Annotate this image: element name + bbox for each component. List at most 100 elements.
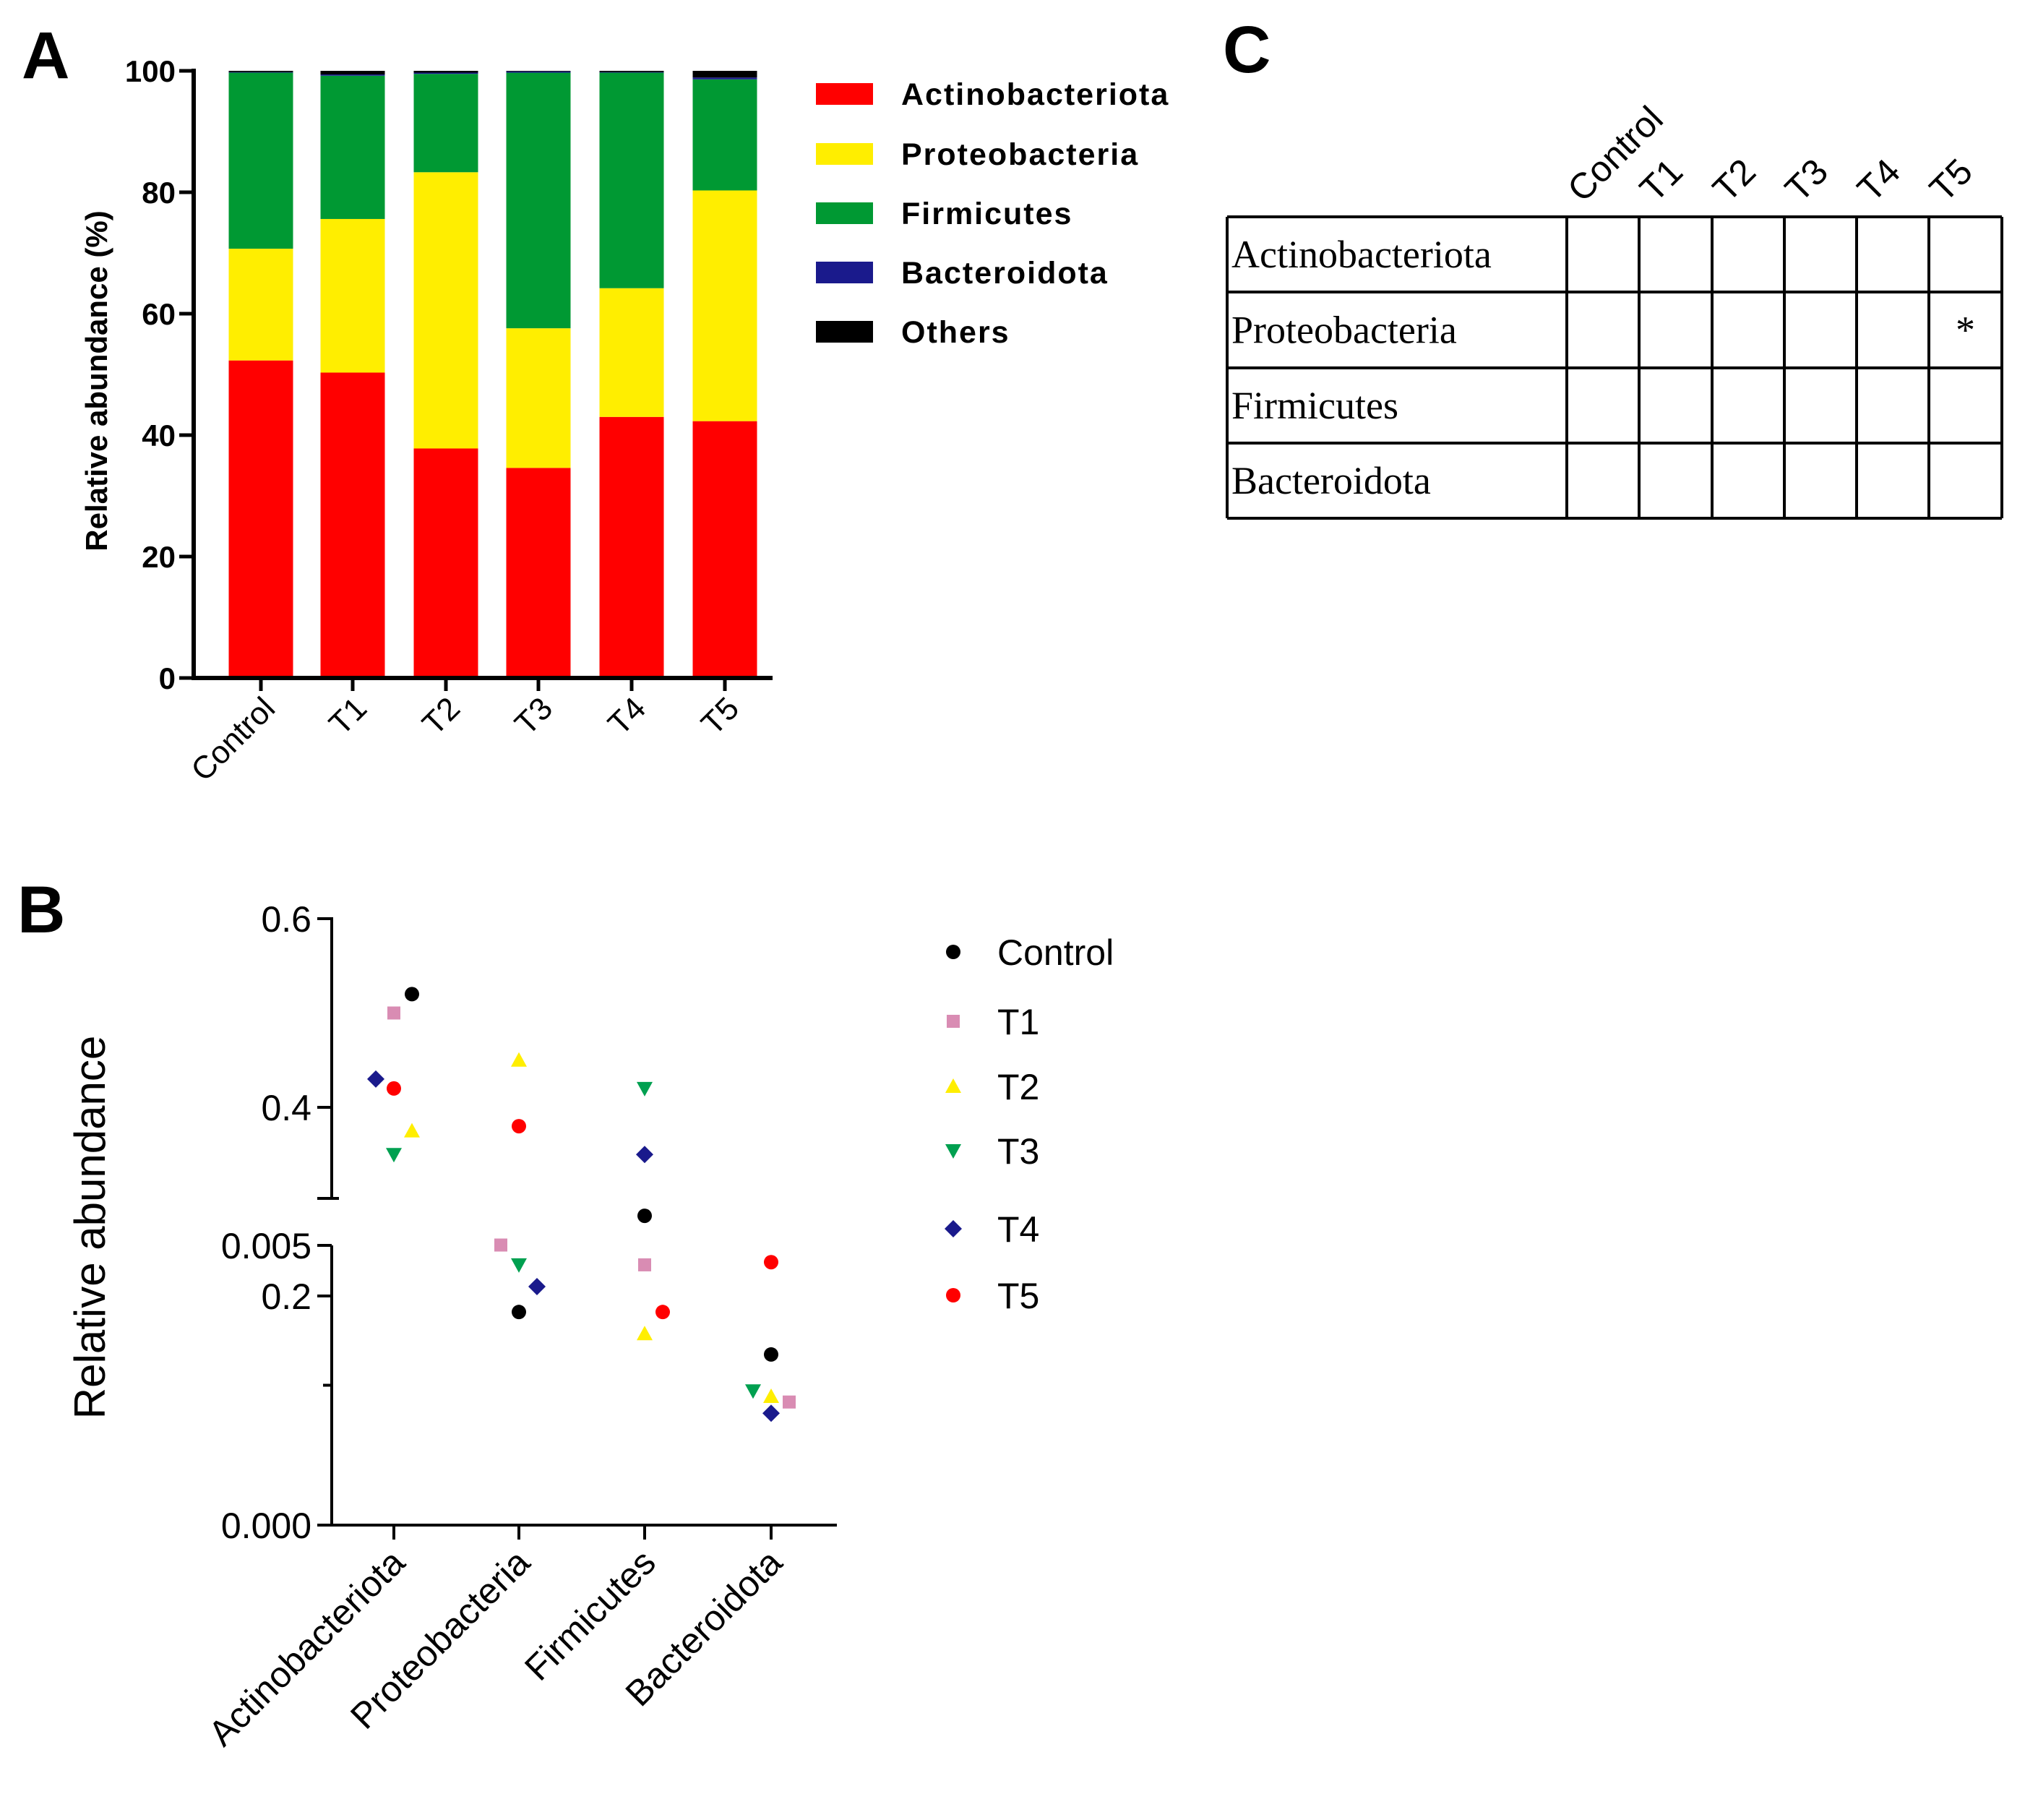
stacked-bar-chart: Control T1 T2 T3 T4 T5 0 20 40 60 80 100 Relative ab… <box>79 54 1169 788</box>
bar-segment-others <box>320 71 385 75</box>
legend-label: T1 <box>997 1002 1039 1042</box>
data-point-t5 <box>764 1255 778 1270</box>
data-point-t5 <box>387 1081 401 1096</box>
bar-segment-others <box>506 71 571 72</box>
data-point-control <box>512 1305 526 1320</box>
y-tick-label: 0.4 <box>261 1088 311 1128</box>
data-point-control <box>405 987 419 1002</box>
data-point-t4 <box>762 1404 780 1422</box>
bar-segment-firmicutes <box>506 72 571 329</box>
data-point-t1 <box>494 1238 507 1252</box>
y-tick-label: 100 <box>125 54 176 88</box>
data-point-t3 <box>637 1081 653 1096</box>
data-point-t2 <box>404 1123 420 1138</box>
bar-segment-bacteroidota <box>228 72 293 73</box>
legend-swatch-proteobacteria <box>816 143 873 165</box>
x-tick-label: T2 <box>416 690 467 742</box>
table-column-header: T3 <box>1777 151 1836 210</box>
x-tick-label: T1 <box>322 690 374 742</box>
data-point-t1 <box>638 1258 651 1271</box>
legend-label: T4 <box>997 1209 1039 1250</box>
bar-segment-bacteroidota <box>320 74 385 76</box>
bar-segment-actinobacteriota <box>692 421 757 678</box>
legend-marker-t2 <box>945 1078 961 1093</box>
bar-segment-firmicutes <box>599 72 664 288</box>
bar-segment-actinobacteriota <box>228 360 293 678</box>
y-tick-label: 0.6 <box>261 899 311 940</box>
panel-letter-a: A <box>22 19 69 93</box>
legend-swatch-bacteroidota <box>816 262 873 283</box>
x-tick-label: T5 <box>695 690 746 742</box>
bar-segment-bacteroidota <box>692 77 757 80</box>
bar-segment-actinobacteriota <box>506 468 571 678</box>
significance-mark: * <box>1956 309 1975 352</box>
data-point-t1 <box>783 1395 796 1409</box>
y-tick-label: 20 <box>142 540 176 574</box>
bar-segment-others <box>599 71 664 72</box>
x-tick-label: Control <box>184 690 282 788</box>
data-point-t3 <box>745 1384 761 1399</box>
bar-segment-firmicutes <box>413 74 478 173</box>
legend-marker-t1 <box>947 1015 960 1028</box>
data-point-t3 <box>511 1258 527 1273</box>
legend-label: T5 <box>997 1276 1039 1316</box>
data-point-t2 <box>511 1052 527 1067</box>
legend-label: Actinobacteriota <box>901 77 1169 112</box>
legend-label: Others <box>901 315 1010 350</box>
data-point-t1 <box>387 1006 400 1020</box>
panel-letter-b: B <box>17 873 65 947</box>
bar-segment-proteobacteria <box>506 328 571 468</box>
legend-swatch-others <box>816 321 873 343</box>
legend-label: Proteobacteria <box>901 137 1139 172</box>
legend-marker-t5 <box>946 1288 960 1302</box>
y-tick-label: 0.000 <box>221 1506 311 1546</box>
y-tick-label: 0.005 <box>221 1226 311 1266</box>
y-tick-label: 80 <box>142 176 176 210</box>
y-tick-label: 0 <box>159 661 176 695</box>
data-point-t4 <box>636 1146 653 1164</box>
legend-label: T3 <box>997 1131 1039 1172</box>
legend-marker-t4 <box>945 1220 962 1237</box>
bar-segment-firmicutes <box>692 79 757 191</box>
x-tick-label: T4 <box>601 690 653 742</box>
x-tick-label: T3 <box>508 690 559 742</box>
data-point-control <box>764 1347 778 1362</box>
data-point-t2 <box>637 1326 653 1341</box>
legend-swatch-actinobacteriota <box>816 83 873 105</box>
table-row-label: Firmicutes <box>1231 384 1398 427</box>
data-point-t5 <box>512 1119 526 1134</box>
bar-segment-others <box>692 71 757 78</box>
y-tick-label: 40 <box>142 418 176 452</box>
table-row-label: Proteobacteria <box>1231 309 1457 352</box>
bar-segment-actinobacteriota <box>599 416 664 678</box>
data-point-t4 <box>367 1070 384 1088</box>
legend-label: Bacteroidota <box>901 256 1109 291</box>
y-tick-label: 60 <box>142 297 176 331</box>
legend-marker-control <box>946 945 960 959</box>
data-point-t4 <box>528 1277 546 1295</box>
legend-label: T2 <box>997 1067 1039 1107</box>
bar-segment-actinobacteriota <box>413 448 478 678</box>
legend-marker-t3 <box>945 1144 961 1159</box>
bar-segment-firmicutes <box>320 75 385 219</box>
table-row-label: Actinobacteriota <box>1231 233 1492 276</box>
data-point-control <box>637 1209 652 1224</box>
bar-segment-proteobacteria <box>413 172 478 449</box>
panel-letter-c: C <box>1223 13 1271 87</box>
bar-segment-firmicutes <box>228 72 293 249</box>
table-column-header: T1 <box>1632 151 1690 210</box>
y-axis-label: Relative abundance <box>66 1036 114 1419</box>
table-column-header: T4 <box>1849 151 1908 210</box>
legend-label: Control <box>997 932 1114 973</box>
bar-segment-proteobacteria <box>228 249 293 361</box>
data-point-t5 <box>655 1305 670 1320</box>
bar-segment-others <box>228 71 293 72</box>
bar-segment-bacteroidota <box>413 72 478 74</box>
bar-segment-proteobacteria <box>692 190 757 421</box>
bar-segment-bacteroidota <box>599 72 664 73</box>
bar-segment-others <box>413 71 478 73</box>
table-column-header: T2 <box>1705 151 1763 210</box>
